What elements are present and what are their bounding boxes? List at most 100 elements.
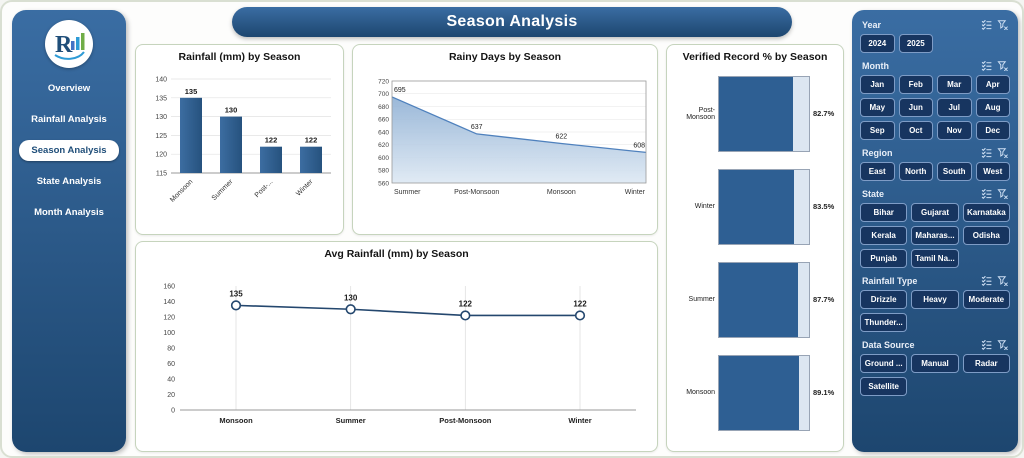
select-all-icon[interactable] bbox=[981, 147, 992, 158]
svg-text:122: 122 bbox=[573, 299, 587, 308]
sidebar-item-state-analysis[interactable]: State Analysis bbox=[36, 176, 102, 187]
clear-filter-icon[interactable] bbox=[997, 60, 1008, 71]
chart-title: Avg Rainfall (mm) by Season bbox=[324, 248, 469, 260]
svg-text:130: 130 bbox=[225, 106, 238, 115]
sidebar-item-overview[interactable]: Overview bbox=[47, 83, 91, 94]
filter-option-thunder[interactable]: Thunder... bbox=[860, 313, 908, 332]
clear-filter-icon[interactable] bbox=[997, 147, 1008, 158]
rainy-days-area-chart: 560 580 600 620 640 660 680 700 720 695 Summer 637 P… bbox=[353, 65, 657, 229]
hbar-category-label: Monsoon bbox=[686, 389, 715, 396]
filter-option-south[interactable]: South bbox=[937, 162, 972, 181]
filter-option-satellite[interactable]: Satellite bbox=[860, 377, 908, 396]
filter-option-north[interactable]: North bbox=[898, 162, 933, 181]
filter-option-nov[interactable]: Nov bbox=[937, 121, 972, 140]
svg-text:R: R bbox=[55, 32, 73, 58]
svg-text:140: 140 bbox=[163, 299, 175, 306]
filter-option-punjab[interactable]: Punjab bbox=[860, 249, 908, 268]
svg-text:115: 115 bbox=[156, 171, 167, 178]
select-all-icon[interactable] bbox=[981, 188, 992, 199]
filter-option-tamil-na[interactable]: Tamil Na... bbox=[911, 249, 959, 268]
select-all-icon[interactable] bbox=[981, 60, 992, 71]
svg-text:Summer: Summer bbox=[335, 416, 365, 425]
svg-text:Post-Monsoon: Post-Monsoon bbox=[439, 416, 491, 425]
filter-option-heavy[interactable]: Heavy bbox=[911, 290, 959, 309]
filter-option-kerala[interactable]: Kerala bbox=[860, 226, 908, 245]
filter-option-drizzle[interactable]: Drizzle bbox=[860, 290, 908, 309]
svg-text:135: 135 bbox=[229, 289, 243, 298]
sidebar-item-season-analysis[interactable]: Season Analysis bbox=[19, 140, 119, 161]
filter-option-manual[interactable]: Manual bbox=[911, 354, 959, 373]
clear-filter-icon[interactable] bbox=[997, 339, 1008, 350]
filter-section-title: State bbox=[862, 188, 885, 199]
svg-text:0: 0 bbox=[171, 408, 175, 415]
page-title: Season Analysis bbox=[232, 7, 792, 37]
filter-option-gujarat[interactable]: Gujarat bbox=[911, 203, 959, 222]
hbar-track bbox=[718, 261, 810, 338]
svg-text:Winter: Winter bbox=[295, 178, 315, 198]
svg-text:Post-Monsoon: Post-Monsoon bbox=[454, 189, 499, 196]
filter-option-radar[interactable]: Radar bbox=[962, 354, 1010, 373]
filter-option-jan[interactable]: Jan bbox=[860, 75, 895, 94]
svg-text:700: 700 bbox=[378, 91, 389, 98]
hbar-fill bbox=[719, 76, 794, 151]
filter-option-maharas[interactable]: Maharas... bbox=[911, 226, 959, 245]
clear-filter-icon[interactable] bbox=[997, 19, 1008, 30]
chart-title: Verified Record % by Season bbox=[682, 51, 828, 63]
svg-text:695: 695 bbox=[394, 87, 406, 94]
svg-text:680: 680 bbox=[378, 104, 389, 111]
hbar-category-label: Post-Monsoon bbox=[686, 106, 715, 121]
hbar-row-winter: Winter 83.5% bbox=[671, 160, 839, 253]
rainy-days-area-chart-card: Rainy Days by Season 560 580 600 620 640 660 6… bbox=[352, 44, 658, 235]
svg-text:Post-...: Post-... bbox=[254, 178, 275, 199]
filter-option-karnataka[interactable]: Karnataka bbox=[962, 203, 1010, 222]
hbar-track bbox=[718, 354, 810, 431]
sidebar-item-month-analysis[interactable]: Month Analysis bbox=[34, 207, 104, 218]
filter-option-ground[interactable]: Ground ... bbox=[860, 354, 908, 373]
svg-text:130: 130 bbox=[155, 114, 167, 121]
select-all-icon[interactable] bbox=[981, 275, 992, 286]
select-all-icon[interactable] bbox=[981, 19, 992, 30]
hbar-row-monsoon: Monsoon 89.1% bbox=[671, 346, 839, 439]
rainfall-bar-chart: 115 120 125 130 135 140 135 Monsoon 130 Summer 122… bbox=[136, 65, 343, 229]
avg-rainfall-line-chart-card: Avg Rainfall (mm) by Season 0 20 40 60 80 100… bbox=[135, 241, 658, 452]
svg-text:637: 637 bbox=[471, 124, 483, 131]
filter-option-2025[interactable]: 2025 bbox=[898, 34, 933, 53]
filter-option-east[interactable]: East bbox=[860, 162, 895, 181]
filter-option-odisha[interactable]: Odisha bbox=[962, 226, 1010, 245]
filter-option-aug[interactable]: Aug bbox=[975, 98, 1010, 117]
filter-option-mar[interactable]: Mar bbox=[937, 75, 972, 94]
hbar-row-post-monsoon: Post-Monsoon 82.7% bbox=[671, 67, 839, 160]
svg-text:120: 120 bbox=[155, 152, 167, 159]
filter-option-2024[interactable]: 2024 bbox=[860, 34, 895, 53]
svg-text:600: 600 bbox=[378, 155, 389, 162]
avg-rainfall-line-chart: 0 20 40 60 80 100 120 140 160 135 Monsoon 130 Summer… bbox=[136, 262, 657, 448]
filter-option-bihar[interactable]: Bihar bbox=[860, 203, 908, 222]
select-all-icon[interactable] bbox=[981, 339, 992, 350]
svg-text:720: 720 bbox=[378, 78, 389, 85]
filter-option-feb[interactable]: Feb bbox=[898, 75, 933, 94]
filter-option-moderate[interactable]: Moderate bbox=[962, 290, 1010, 309]
sidebar-item-rainfall-analysis[interactable]: Rainfall Analysis bbox=[31, 114, 107, 125]
filter-section-data-source: Data Source Ground ... Manual Radar Satellit… bbox=[860, 339, 1010, 396]
filter-section-state: State Bihar Gujarat Karnataka Kerala Maharas.… bbox=[860, 188, 1010, 268]
svg-text:122: 122 bbox=[305, 136, 318, 145]
filter-option-may[interactable]: May bbox=[860, 98, 895, 117]
hbar-track bbox=[718, 75, 810, 152]
filter-option-apr[interactable]: Apr bbox=[975, 75, 1010, 94]
filter-option-jul[interactable]: Jul bbox=[937, 98, 972, 117]
filter-option-west[interactable]: West bbox=[975, 162, 1010, 181]
filter-option-jun[interactable]: Jun bbox=[898, 98, 933, 117]
clear-filter-icon[interactable] bbox=[997, 188, 1008, 199]
hbar-fill bbox=[719, 262, 798, 337]
hbar-fill bbox=[719, 355, 800, 430]
clear-filter-icon[interactable] bbox=[997, 275, 1008, 286]
filter-section-title: Month bbox=[862, 60, 889, 71]
filter-option-sep[interactable]: Sep bbox=[860, 121, 895, 140]
filter-option-dec[interactable]: Dec bbox=[975, 121, 1010, 140]
svg-text:135: 135 bbox=[155, 95, 167, 102]
svg-text:20: 20 bbox=[167, 392, 175, 399]
hbar-fill bbox=[719, 169, 795, 244]
filter-option-oct[interactable]: Oct bbox=[898, 121, 933, 140]
hbar-category-label: Summer bbox=[688, 296, 715, 303]
